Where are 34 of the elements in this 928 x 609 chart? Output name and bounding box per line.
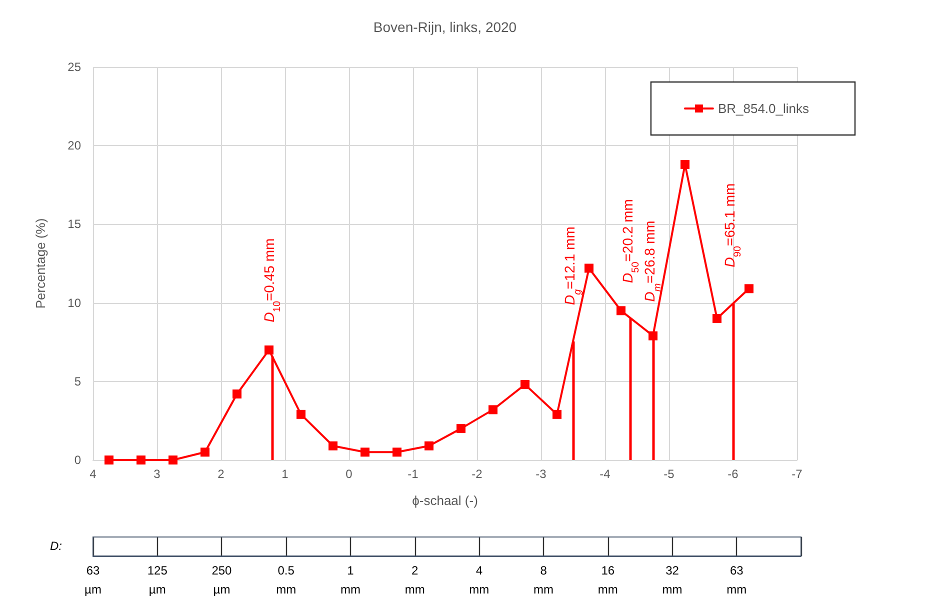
x-tick-label: -3	[536, 467, 547, 481]
x-tick-label: -5	[664, 467, 675, 481]
x-tick-label: -6	[728, 467, 739, 481]
category-label: 2 mm	[404, 564, 425, 596]
category-label: 32 mm	[662, 564, 682, 596]
x-tick-label: 3	[154, 467, 161, 481]
y-tick-label: 5	[74, 374, 82, 388]
x-axis-title: ϕ-schaal (-)	[412, 493, 478, 508]
x-tick-label: -7	[792, 467, 803, 481]
chart-title: Boven-Rijn, links, 2020	[373, 19, 517, 35]
y-tick-label: 0	[74, 453, 82, 467]
category-label: 16 mm	[598, 564, 618, 596]
x-tick-label: -2	[472, 467, 483, 481]
category-label: 1 mm	[340, 564, 360, 596]
category-label: 0.5 mm	[276, 564, 296, 596]
category-label: 8 mm	[534, 564, 554, 596]
x-tick-label: 1	[282, 467, 289, 481]
y-axis-title: Percentage (%)	[33, 218, 48, 309]
text: D:	[50, 539, 62, 553]
x-tick-label: -4	[600, 467, 611, 481]
x-tick-label: 4	[90, 467, 97, 481]
y-tick-label: 10	[68, 296, 82, 310]
legend-label: BR_854.0_links	[718, 101, 810, 116]
y-tick-label: 20	[68, 138, 82, 153]
category-label: 63 µm	[84, 564, 102, 596]
x-tick-label: -1	[408, 467, 419, 481]
x-tick-label: 0	[346, 467, 353, 481]
category-label: 63 mm	[726, 564, 747, 596]
x-tick-label: 2	[218, 467, 225, 481]
category-label: 125 µm	[147, 564, 168, 596]
category-label: 250 µm	[212, 564, 232, 596]
y-tick-label: 15	[68, 217, 82, 232]
category-label: 4 mm	[469, 564, 490, 596]
y-tick-label: 25	[68, 60, 82, 74]
